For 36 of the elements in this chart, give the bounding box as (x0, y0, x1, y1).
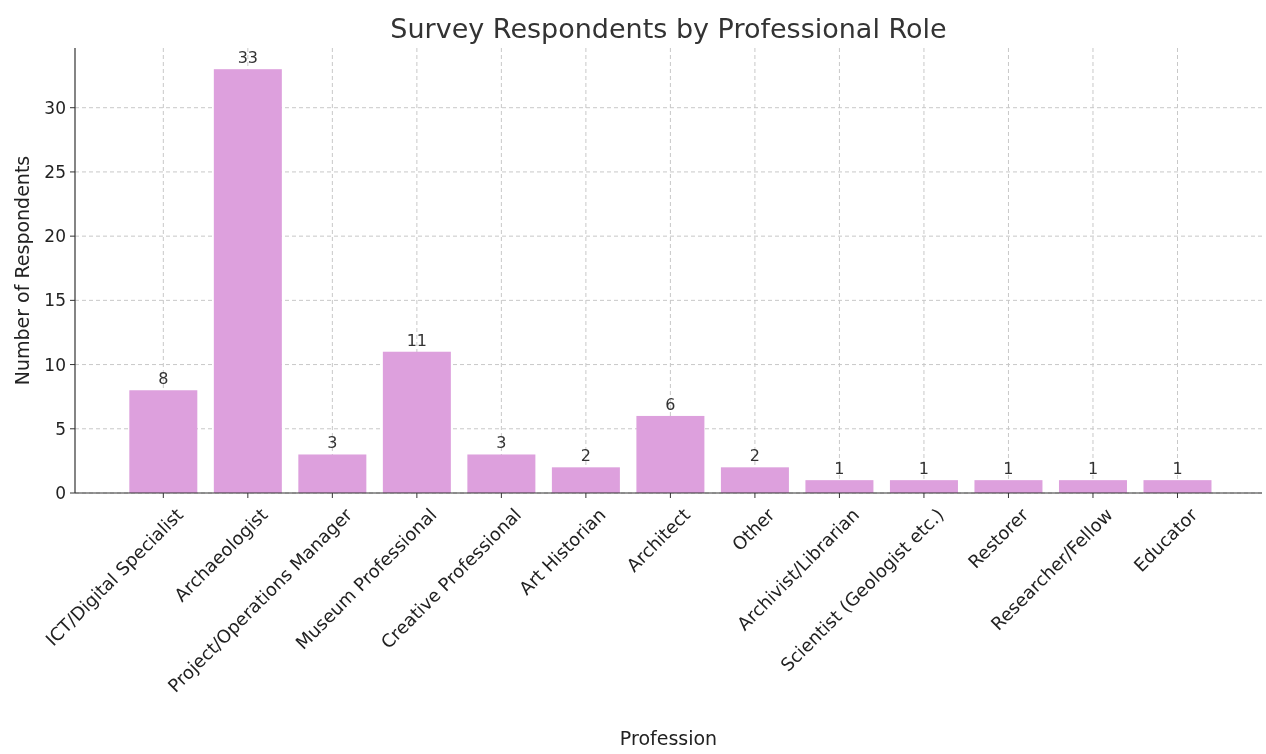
bar (1058, 480, 1127, 493)
bar (213, 69, 282, 493)
data-label: 33 (237, 48, 259, 68)
bar (382, 351, 451, 493)
data-label: 1 (1087, 459, 1099, 479)
y-tick-label: 10 (44, 354, 66, 375)
bar (1143, 480, 1212, 493)
y-tick-label: 30 (44, 97, 66, 118)
bar (805, 480, 874, 493)
y-tick-label: 15 (44, 290, 66, 311)
bar (298, 454, 367, 493)
y-tick-label: 0 (55, 482, 66, 503)
data-label: 3 (327, 433, 338, 453)
data-label: 11 (406, 330, 428, 350)
bar (974, 480, 1043, 493)
y-tick-label: 25 (44, 161, 66, 182)
bar (129, 390, 198, 493)
data-label: 2 (580, 446, 591, 466)
y-axis-title: Number of Respondents (11, 155, 33, 386)
bar (551, 467, 620, 493)
data-label: 1 (918, 459, 930, 479)
bar (636, 415, 705, 493)
data-label: 1 (1172, 459, 1183, 479)
bar (467, 454, 536, 493)
bar (889, 480, 958, 493)
data-label: 3 (496, 433, 507, 453)
chart-title: Survey Respondents by Professional Role (390, 13, 947, 44)
data-label: 2 (749, 446, 761, 466)
y-tick-label: 5 (55, 418, 66, 439)
x-axis-title: Profession (619, 727, 718, 749)
data-label: 1 (834, 459, 845, 479)
data-label: 6 (665, 394, 676, 414)
data-label: 8 (158, 369, 169, 389)
y-tick-label: 20 (44, 226, 66, 247)
data-label: 1 (1003, 459, 1014, 479)
bar (720, 467, 789, 493)
